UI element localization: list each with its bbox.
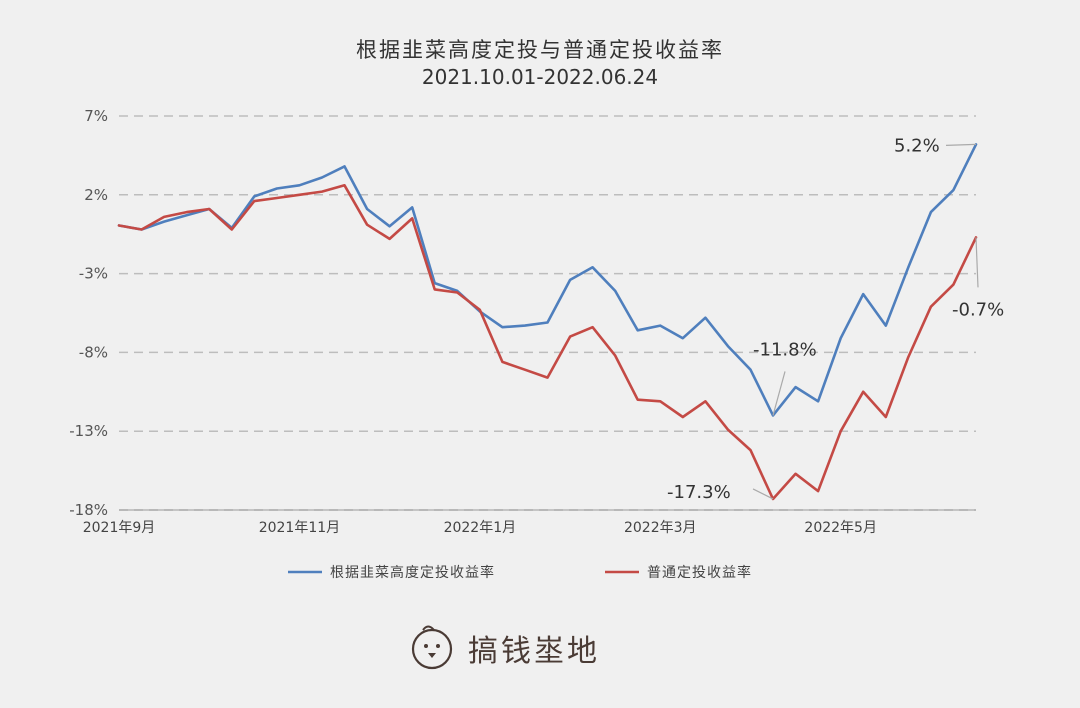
y-tick-label: -8% (79, 343, 108, 361)
annotations: 5.2% -0.7% -11.8% -17.3% (667, 135, 1004, 503)
annotation-leader (945, 143, 977, 146)
brand-logo: 搞钱埊地 (411, 625, 600, 670)
chart-subtitle: 2021.10.01-2022.06.24 (422, 65, 658, 89)
brand-name: 搞钱埊地 (468, 634, 600, 669)
annotation-leader (975, 237, 979, 288)
annotation-label: 5.2% (894, 135, 940, 156)
y-tick-label: 7% (84, 107, 108, 125)
x-tick-label: 2021年9月 (83, 520, 156, 536)
gridlines (119, 115, 976, 511)
x-tick-label: 2021年11月 (259, 520, 340, 536)
annotation-label: -0.7% (952, 299, 1004, 320)
series-lines (117, 143, 978, 501)
legend-label: 普通定投收益率 (647, 564, 752, 581)
annotation-leader (752, 488, 774, 500)
x-tick-label: 2022年5月 (804, 520, 877, 536)
annotation-leader (772, 371, 786, 416)
legend-label: 根据韭菜高度定投收益率 (330, 564, 495, 581)
y-tick-label: -18% (69, 501, 108, 519)
y-tick-label: -13% (69, 422, 108, 440)
x-tick-label: 2022年3月 (624, 520, 697, 536)
annotation-label: -11.8% (753, 339, 817, 360)
series-line-2 (117, 184, 978, 501)
series-line-1 (117, 143, 978, 417)
chick-face-icon (411, 625, 453, 670)
y-axis: 7% 2% -3% -8% -13% -18% (69, 107, 108, 519)
chart-title: 根据韭菜高度定投与普通定投收益率 (356, 38, 724, 62)
x-axis: 2021年9月 2021年11月 2022年1月 2022年3月 2022年5月 (83, 520, 877, 536)
y-tick-label: 2% (84, 186, 108, 204)
legend: 根据韭菜高度定投收益率 普通定投收益率 (288, 564, 752, 581)
x-tick-label: 2022年1月 (444, 520, 517, 536)
y-tick-label: -3% (79, 265, 108, 283)
annotation-label: -17.3% (667, 482, 731, 503)
